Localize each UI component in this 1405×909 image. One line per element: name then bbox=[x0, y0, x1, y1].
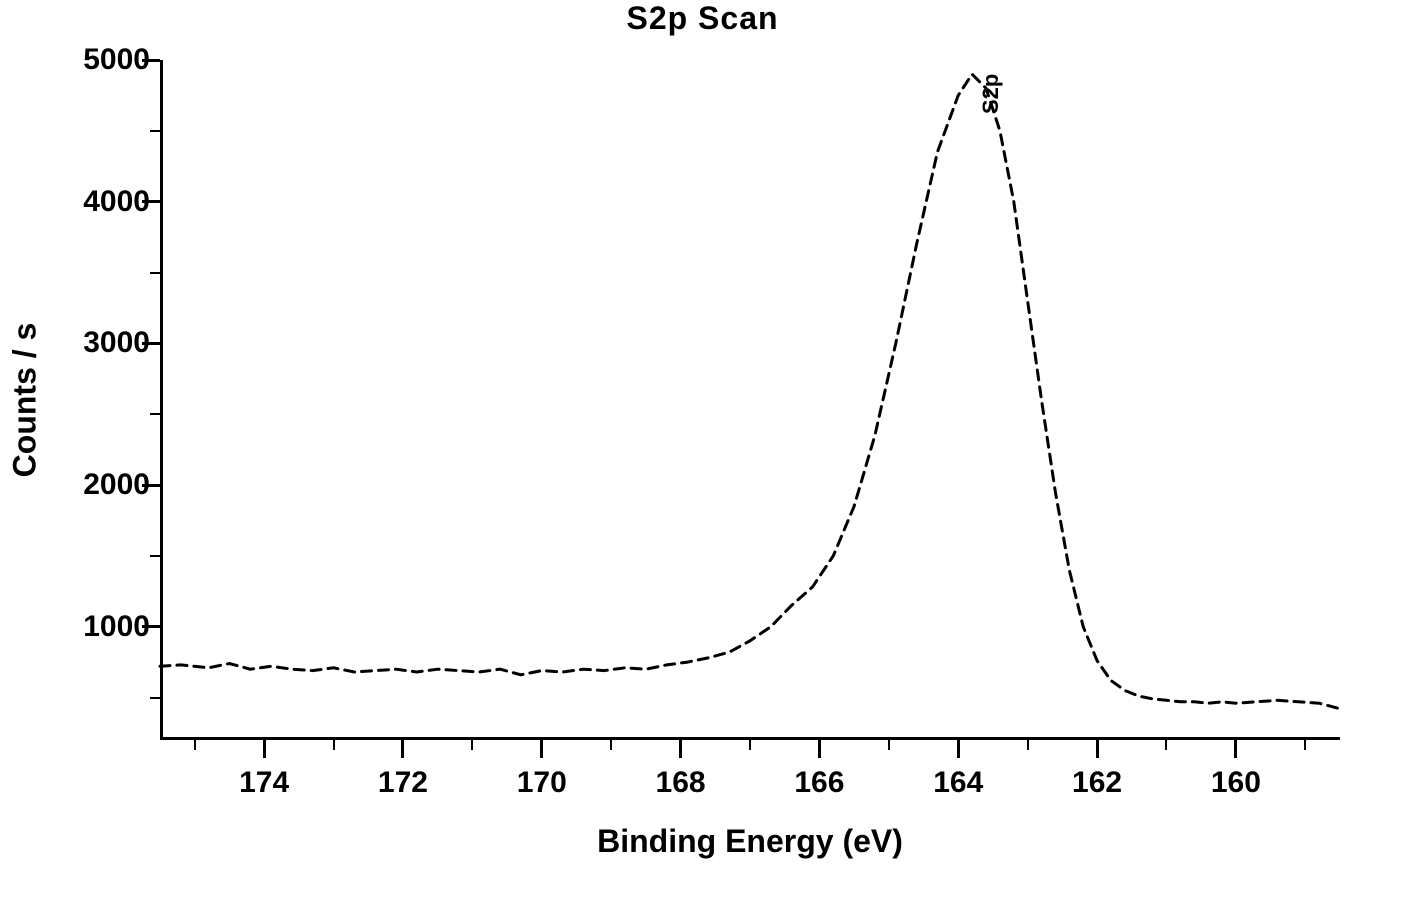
x-tick-label: 174 bbox=[239, 766, 289, 800]
x-tick-minor bbox=[888, 740, 890, 750]
x-tick-label: 168 bbox=[656, 766, 706, 800]
x-axis-label: Binding Energy (eV) bbox=[160, 823, 1340, 860]
y-tick-minor bbox=[150, 130, 160, 132]
x-tick-minor bbox=[194, 740, 196, 750]
y-tick-label: 4000 bbox=[70, 185, 150, 219]
x-tick-major bbox=[818, 740, 821, 758]
y-tick-minor bbox=[150, 413, 160, 415]
x-tick-minor bbox=[1165, 740, 1167, 750]
y-tick-minor bbox=[150, 697, 160, 699]
x-tick-label: 172 bbox=[378, 766, 428, 800]
x-tick-label: 162 bbox=[1072, 766, 1122, 800]
x-tick-major bbox=[1234, 740, 1237, 758]
x-tick-minor bbox=[471, 740, 473, 750]
y-tick-label: 1000 bbox=[70, 610, 150, 644]
plot-area: Counts / s Binding Energy (eV) S2p 16016… bbox=[160, 60, 1340, 740]
x-tick-minor bbox=[1304, 740, 1306, 750]
x-tick-label: 164 bbox=[933, 766, 983, 800]
x-tick-major bbox=[679, 740, 682, 758]
x-tick-major bbox=[401, 740, 404, 758]
x-tick-minor bbox=[333, 740, 335, 750]
x-tick-major bbox=[1096, 740, 1099, 758]
y-tick-minor bbox=[150, 272, 160, 274]
x-tick-label: 166 bbox=[794, 766, 844, 800]
x-tick-minor bbox=[749, 740, 751, 750]
x-tick-minor bbox=[610, 740, 612, 750]
y-tick-label: 5000 bbox=[70, 43, 150, 77]
spectrum-line bbox=[160, 74, 1340, 709]
x-tick-label: 160 bbox=[1211, 766, 1261, 800]
y-tick-label: 3000 bbox=[70, 326, 150, 360]
x-tick-minor bbox=[1027, 740, 1029, 750]
y-tick-minor bbox=[150, 555, 160, 557]
x-tick-label: 170 bbox=[517, 766, 567, 800]
peak-label: S2p bbox=[978, 74, 1004, 114]
chart-container: S2p Scan Counts / s Binding Energy (eV) … bbox=[0, 0, 1405, 909]
x-tick-major bbox=[957, 740, 960, 758]
y-axis-label: Counts / s bbox=[7, 323, 44, 478]
y-tick-label: 2000 bbox=[70, 468, 150, 502]
data-line-svg bbox=[160, 60, 1340, 740]
chart-title: S2p Scan bbox=[0, 0, 1405, 37]
x-tick-major bbox=[540, 740, 543, 758]
x-tick-major bbox=[263, 740, 266, 758]
